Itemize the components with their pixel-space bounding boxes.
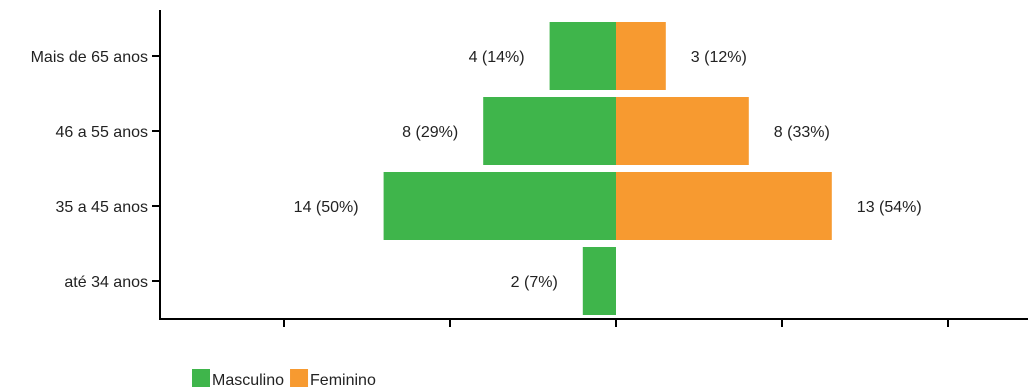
data-label-masculino-ate-34-anos: 2 (7%) [511, 274, 558, 291]
bar-masculino-35-a-45-anos [383, 172, 616, 240]
legend: Masculino Feminino [192, 369, 376, 389]
data-label-feminino-mais-de-65-anos: 3 (12%) [691, 49, 747, 66]
category-axis: Mais de 65 anos 46 a 55 anos 35 a 45 anos a… [31, 49, 160, 291]
bar-feminino-46-a-55-anos [616, 97, 749, 165]
bar-masculino-mais-de-65-anos [549, 22, 616, 90]
data-label-masculino-mais-de-65-anos: 4 (14%) [469, 49, 525, 66]
category-label-mais-de-65-anos: Mais de 65 anos [31, 49, 148, 66]
category-label-35-a-45-anos: 35 a 45 anos [55, 199, 148, 216]
x-ticks-layer [283, 319, 949, 327]
data-label-masculino-35-a-45-anos: 14 (50%) [294, 199, 359, 216]
data-label-masculino-46-a-55-anos: 8 (29%) [402, 124, 458, 141]
data-labels-layer: 4 (14%) 3 (12%) 8 (29%) 8 (33%) 14 (50%) 13 (… [294, 49, 922, 291]
legend-label-feminino: Feminino [310, 372, 376, 389]
category-label-46-a-55-anos: 46 a 55 anos [55, 124, 148, 141]
legend-swatch-feminino [290, 369, 309, 387]
legend-swatch-masculino [192, 369, 210, 387]
bar-masculino-ate-34-anos [582, 247, 616, 315]
bar-feminino-mais-de-65-anos [616, 22, 666, 90]
data-label-feminino-35-a-45-anos: 13 (54%) [857, 199, 922, 216]
bars-layer [383, 22, 832, 315]
legend-label-masculino: Masculino [212, 372, 284, 389]
category-label-ate-34-anos: até 34 anos [64, 274, 148, 291]
bar-feminino-35-a-45-anos [616, 172, 832, 240]
data-label-feminino-46-a-55-anos: 8 (33%) [774, 124, 830, 141]
bar-masculino-46-a-55-anos [483, 97, 616, 165]
